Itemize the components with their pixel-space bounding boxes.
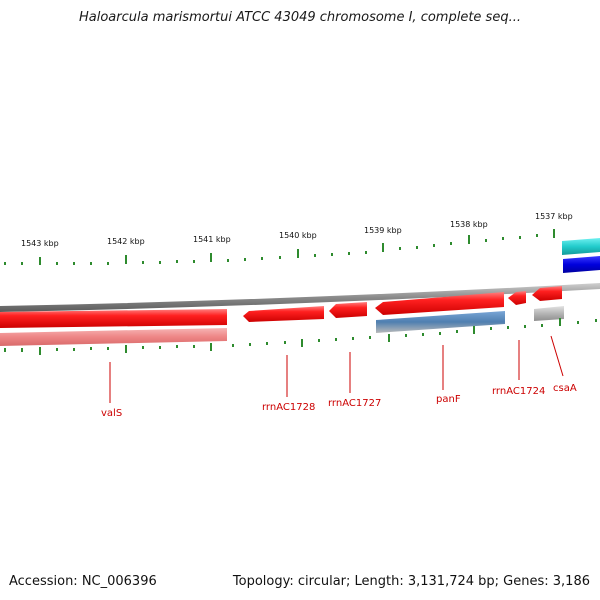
kbp-label: 1540 kbp [279, 231, 317, 240]
kbp-scale-labels: 1543 kbp 1542 kbp 1541 kbp 1540 kbp 1539… [21, 212, 573, 248]
gene-label-rrnac1728: rrnAC1728 [262, 402, 315, 413]
kbp-label: 1541 kbp [193, 235, 231, 244]
gene-label-leaders [109, 335, 564, 403]
cds-arrow-rrnac1728 [243, 306, 324, 322]
genome-summary: Topology: circular; Length: 3,131,724 bp… [232, 574, 590, 589]
cds-arrow-rrnac1724 [508, 291, 526, 305]
pink-feature [0, 328, 227, 346]
cds-arrow-vals [0, 309, 227, 328]
gene-label-rrnac1724: rrnAC1724 [492, 386, 545, 397]
cds-arrow-panf [375, 292, 504, 315]
kbp-label: 1542 kbp [107, 237, 145, 246]
upper-ruler-ticks [4, 229, 555, 265]
map-title: Haloarcula marismortui ATCC 43049 chromo… [79, 10, 521, 25]
gene-label-vals: valS [101, 408, 122, 419]
gene-label-csaa: csaA [553, 383, 577, 394]
kbp-label: 1537 kbp [535, 212, 573, 221]
blue-feature [563, 256, 600, 273]
lower-ruler-ticks [4, 318, 597, 355]
gene-label-panf: panF [436, 394, 461, 405]
accession-label: Accession: NC_006396 [9, 574, 157, 589]
gene-label-rrnac1727: rrnAC1727 [328, 398, 381, 409]
kbp-label: 1543 kbp [21, 239, 59, 248]
cds-arrow-rrnac1727 [329, 302, 367, 318]
genome-backbone [0, 283, 600, 312]
cyan-feature [562, 238, 600, 255]
kbp-label: 1538 kbp [450, 220, 488, 229]
gene-labels: valS rrnAC1728 rrnAC1727 panF rrnAC1724 … [101, 383, 577, 419]
grey-feature [534, 306, 564, 321]
kbp-label: 1539 kbp [364, 226, 402, 235]
steel-blue-feature [376, 311, 505, 333]
cds-arrow-csaa [532, 286, 562, 301]
